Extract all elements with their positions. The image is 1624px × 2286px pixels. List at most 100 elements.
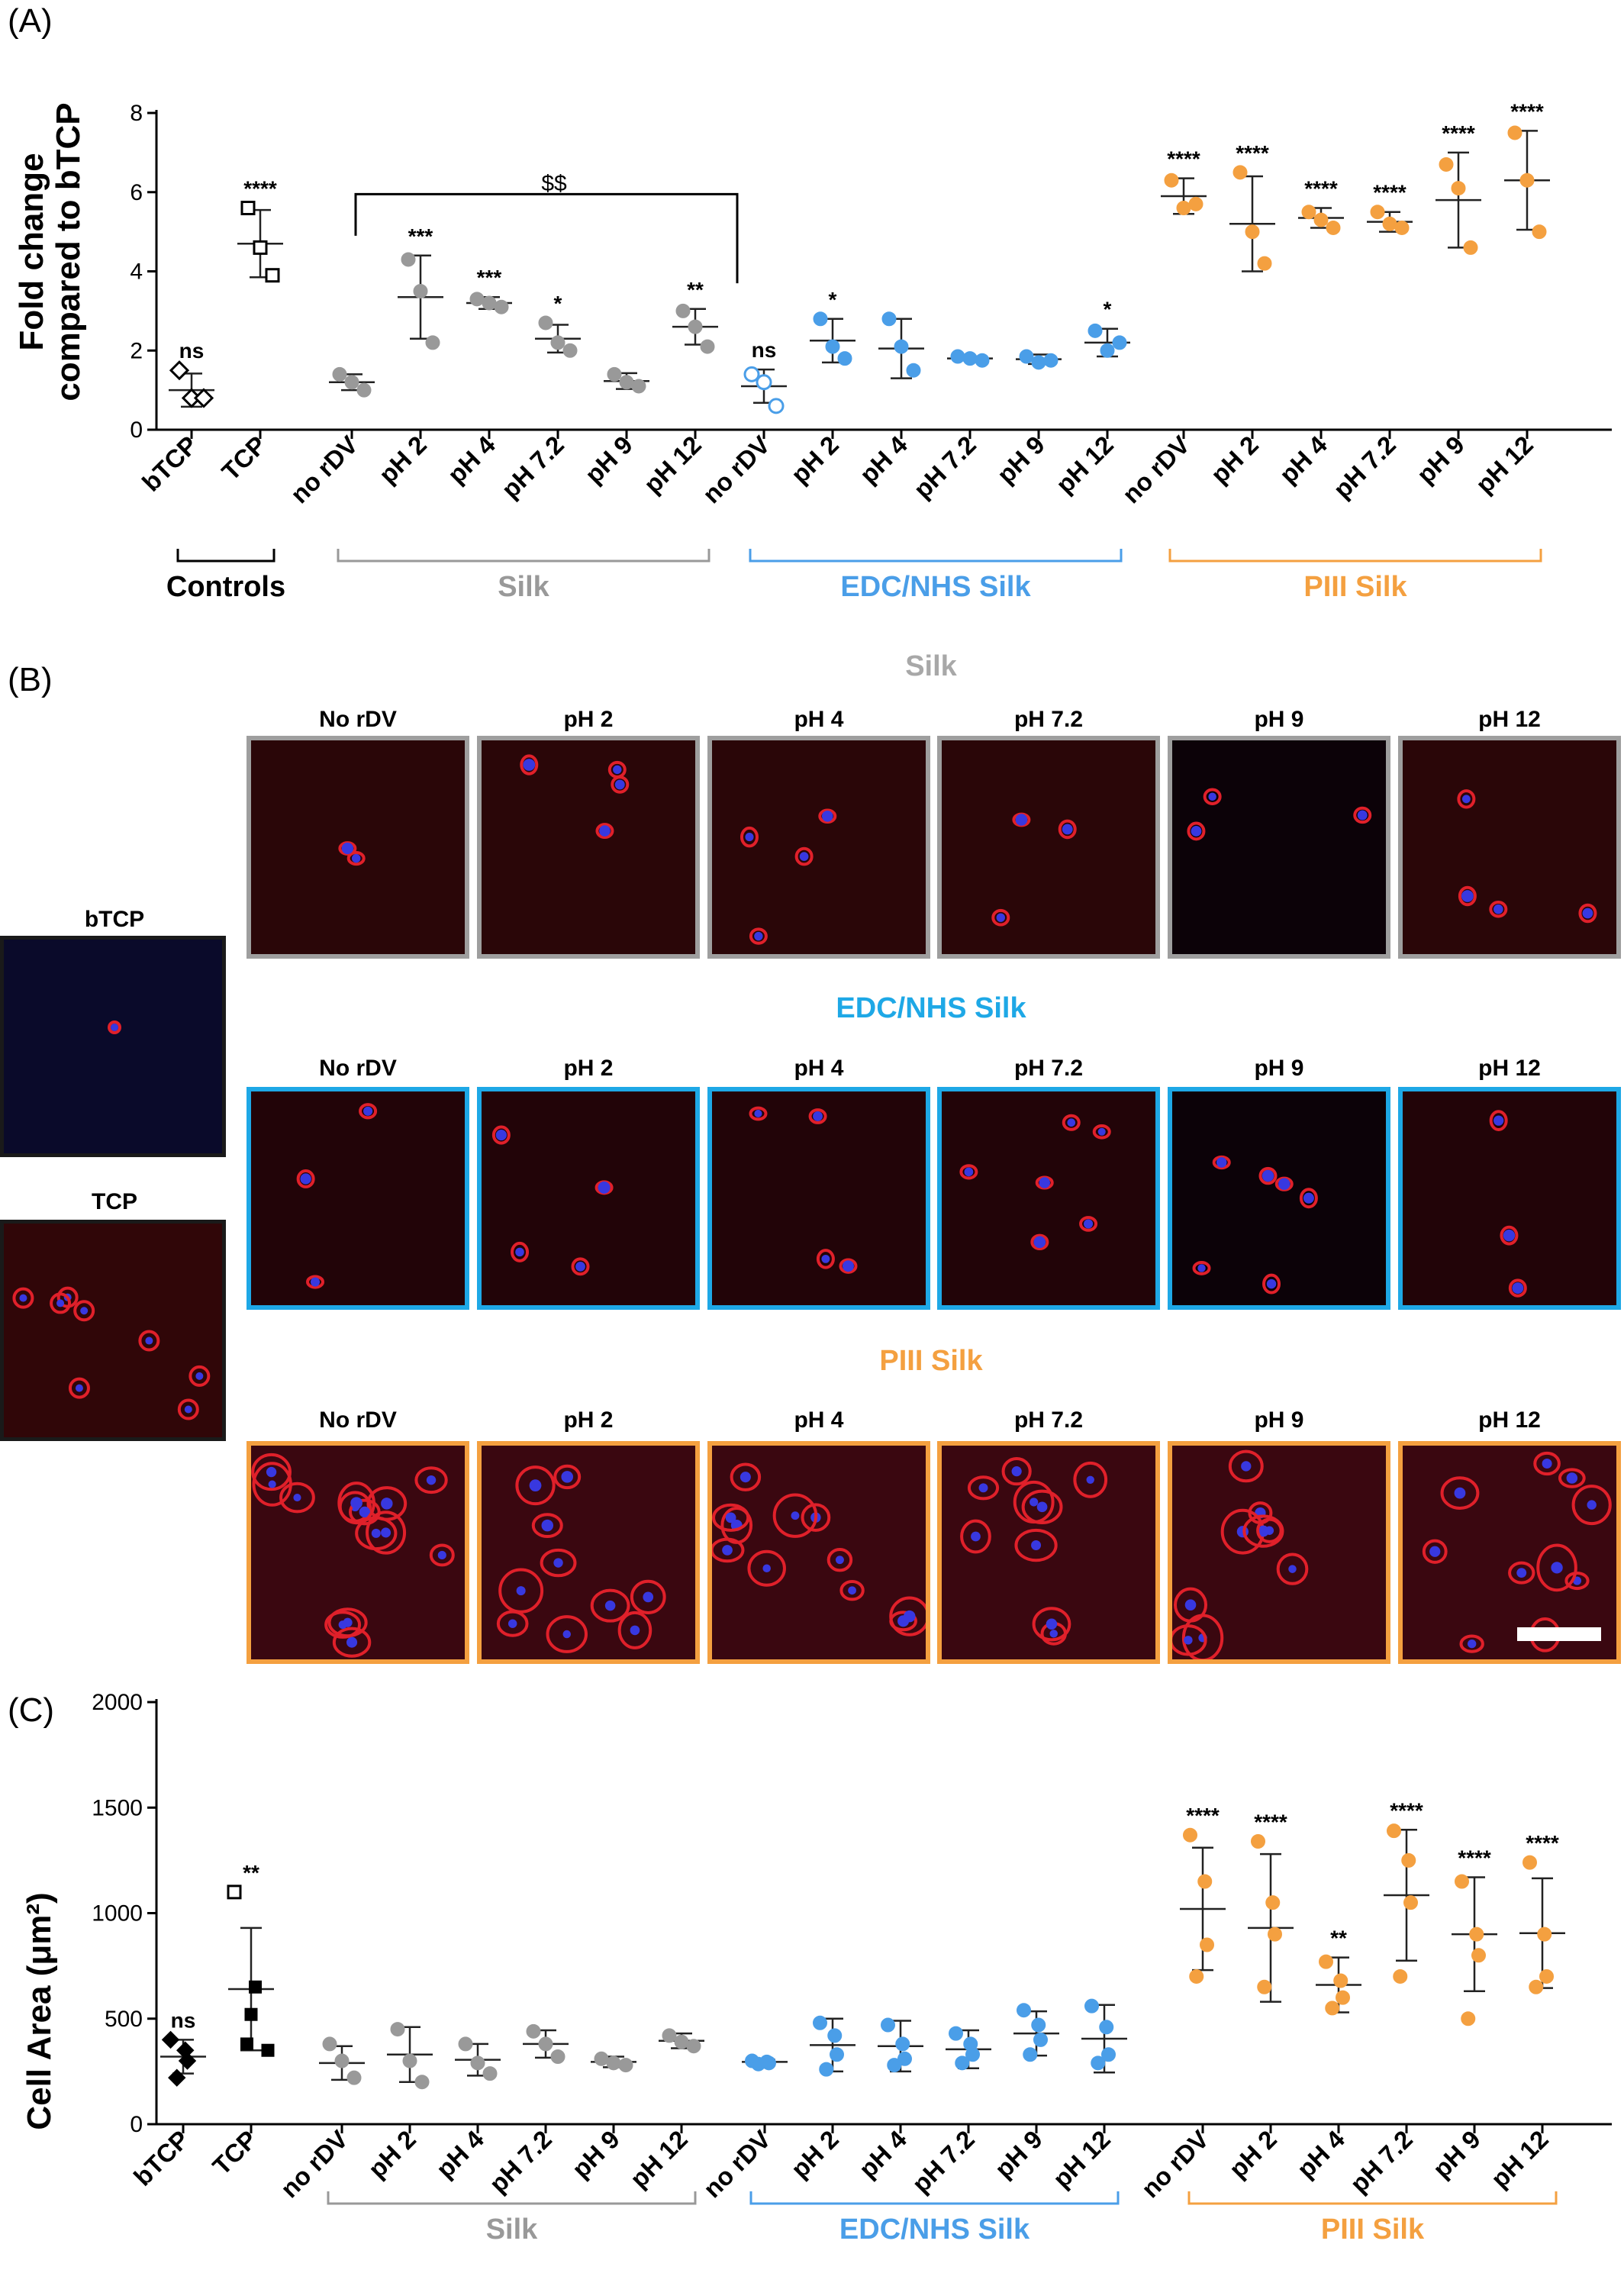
micrograph-silk-0 xyxy=(246,736,469,959)
cell-body xyxy=(1536,1543,1577,1592)
cell-body xyxy=(889,1596,926,1636)
cell-body xyxy=(1256,1517,1283,1543)
cell-body xyxy=(324,1611,362,1639)
nucleus xyxy=(381,1498,393,1510)
data-point xyxy=(662,2028,677,2043)
data-point xyxy=(1200,1937,1214,1952)
x-tick-label: pH 4 xyxy=(1274,430,1332,488)
data-point xyxy=(837,351,852,366)
x-tick-label: bTCP xyxy=(137,430,203,497)
cell-body xyxy=(1500,1225,1519,1246)
x-tick-label: pH 12 xyxy=(1047,2125,1116,2194)
significance-label: **** xyxy=(1186,1804,1220,1827)
x-tick-label: no rDV xyxy=(1116,430,1195,509)
panel-c-letter: (C) xyxy=(8,1691,54,1729)
cell-body xyxy=(617,1611,652,1649)
cell-body xyxy=(1578,903,1597,924)
data-point xyxy=(1301,205,1316,220)
nucleus xyxy=(541,1519,554,1532)
cell-image xyxy=(1457,789,1597,924)
btcp-label: bTCP xyxy=(84,907,145,932)
series-3: *** xyxy=(398,224,443,350)
data-point xyxy=(344,375,359,390)
nucleus xyxy=(964,1167,974,1177)
column-label: pH 2 xyxy=(563,707,614,732)
data-point xyxy=(253,240,268,255)
series-18: **** xyxy=(1436,121,1481,255)
data-point xyxy=(332,366,347,382)
data-point xyxy=(562,343,578,358)
cell-body xyxy=(1192,1261,1211,1275)
nucleus xyxy=(1288,1565,1297,1573)
x-tick-label: TCP xyxy=(207,2125,263,2181)
data-point xyxy=(594,2051,609,2066)
cell-image xyxy=(338,841,366,866)
data-point xyxy=(881,2017,895,2033)
nucleus xyxy=(613,765,622,775)
data-point xyxy=(1189,1968,1204,1984)
comparison-bracket xyxy=(354,192,739,284)
cell-body xyxy=(1458,885,1477,907)
nucleus xyxy=(341,842,354,855)
micrograph-edc-3 xyxy=(937,1087,1160,1310)
nucleus xyxy=(1097,1127,1106,1136)
x-tick-label: pH 7.2 xyxy=(1328,430,1401,504)
data-point xyxy=(401,252,416,267)
data-point xyxy=(1031,2017,1046,2033)
significance-label: **** xyxy=(1458,1846,1491,1869)
nucleus xyxy=(754,1109,762,1118)
cell-body xyxy=(531,1513,563,1539)
data-point xyxy=(470,2055,485,2071)
x-tick-label: pH 7.2 xyxy=(907,2125,980,2198)
significance-label: **** xyxy=(1526,1831,1559,1855)
cell-body xyxy=(73,1300,95,1322)
nucleus xyxy=(1429,1546,1441,1557)
cell-image xyxy=(740,808,837,945)
data-point xyxy=(356,382,372,398)
x-tick-label: no rDV xyxy=(697,430,775,509)
nucleus xyxy=(19,1294,27,1302)
data-point xyxy=(686,2039,701,2054)
data-point xyxy=(1084,1998,1099,2014)
cell-body xyxy=(1172,1624,1207,1656)
data-point xyxy=(895,2036,910,2052)
micrograph-piii-1 xyxy=(477,1441,700,1664)
data-point xyxy=(887,2058,902,2073)
nucleus xyxy=(111,1024,118,1031)
data-point xyxy=(1393,1968,1408,1984)
nucleus xyxy=(1015,814,1028,826)
data-point xyxy=(1100,343,1115,358)
nucleus xyxy=(821,810,833,822)
cell-body xyxy=(808,1108,827,1124)
cell-image xyxy=(251,1453,455,1658)
nucleus xyxy=(996,913,1005,922)
cell-image xyxy=(960,1456,1108,1646)
series-7 xyxy=(659,2028,704,2054)
cell-body xyxy=(1533,1451,1561,1476)
data-point xyxy=(1370,205,1385,220)
significance-label: * xyxy=(829,288,837,311)
column-label: pH 4 xyxy=(794,707,844,732)
nucleus xyxy=(1039,1177,1050,1188)
cell-body xyxy=(1422,1539,1448,1564)
nucleus xyxy=(1241,1461,1252,1472)
data-point xyxy=(1176,201,1191,215)
nucleus xyxy=(561,1471,573,1483)
x-tick-label: pH 9 xyxy=(1411,430,1470,489)
data-point xyxy=(1251,1833,1265,1849)
nucleus xyxy=(848,1586,856,1595)
cell-body xyxy=(1571,1485,1612,1526)
column-label: pH 4 xyxy=(794,1056,844,1081)
cell-body xyxy=(1489,1110,1508,1131)
tcp-label: TCP xyxy=(92,1189,137,1214)
nucleus xyxy=(630,1625,640,1636)
series-16: ** xyxy=(1316,1926,1361,2016)
cell-image xyxy=(491,1125,614,1276)
data-point xyxy=(1403,1895,1418,1910)
group-bracket-2 xyxy=(749,549,1123,563)
cell-body xyxy=(794,846,814,866)
data-point xyxy=(1257,1979,1272,1994)
data-point xyxy=(827,2028,843,2043)
data-point xyxy=(825,339,840,354)
cell-body xyxy=(1489,900,1508,918)
